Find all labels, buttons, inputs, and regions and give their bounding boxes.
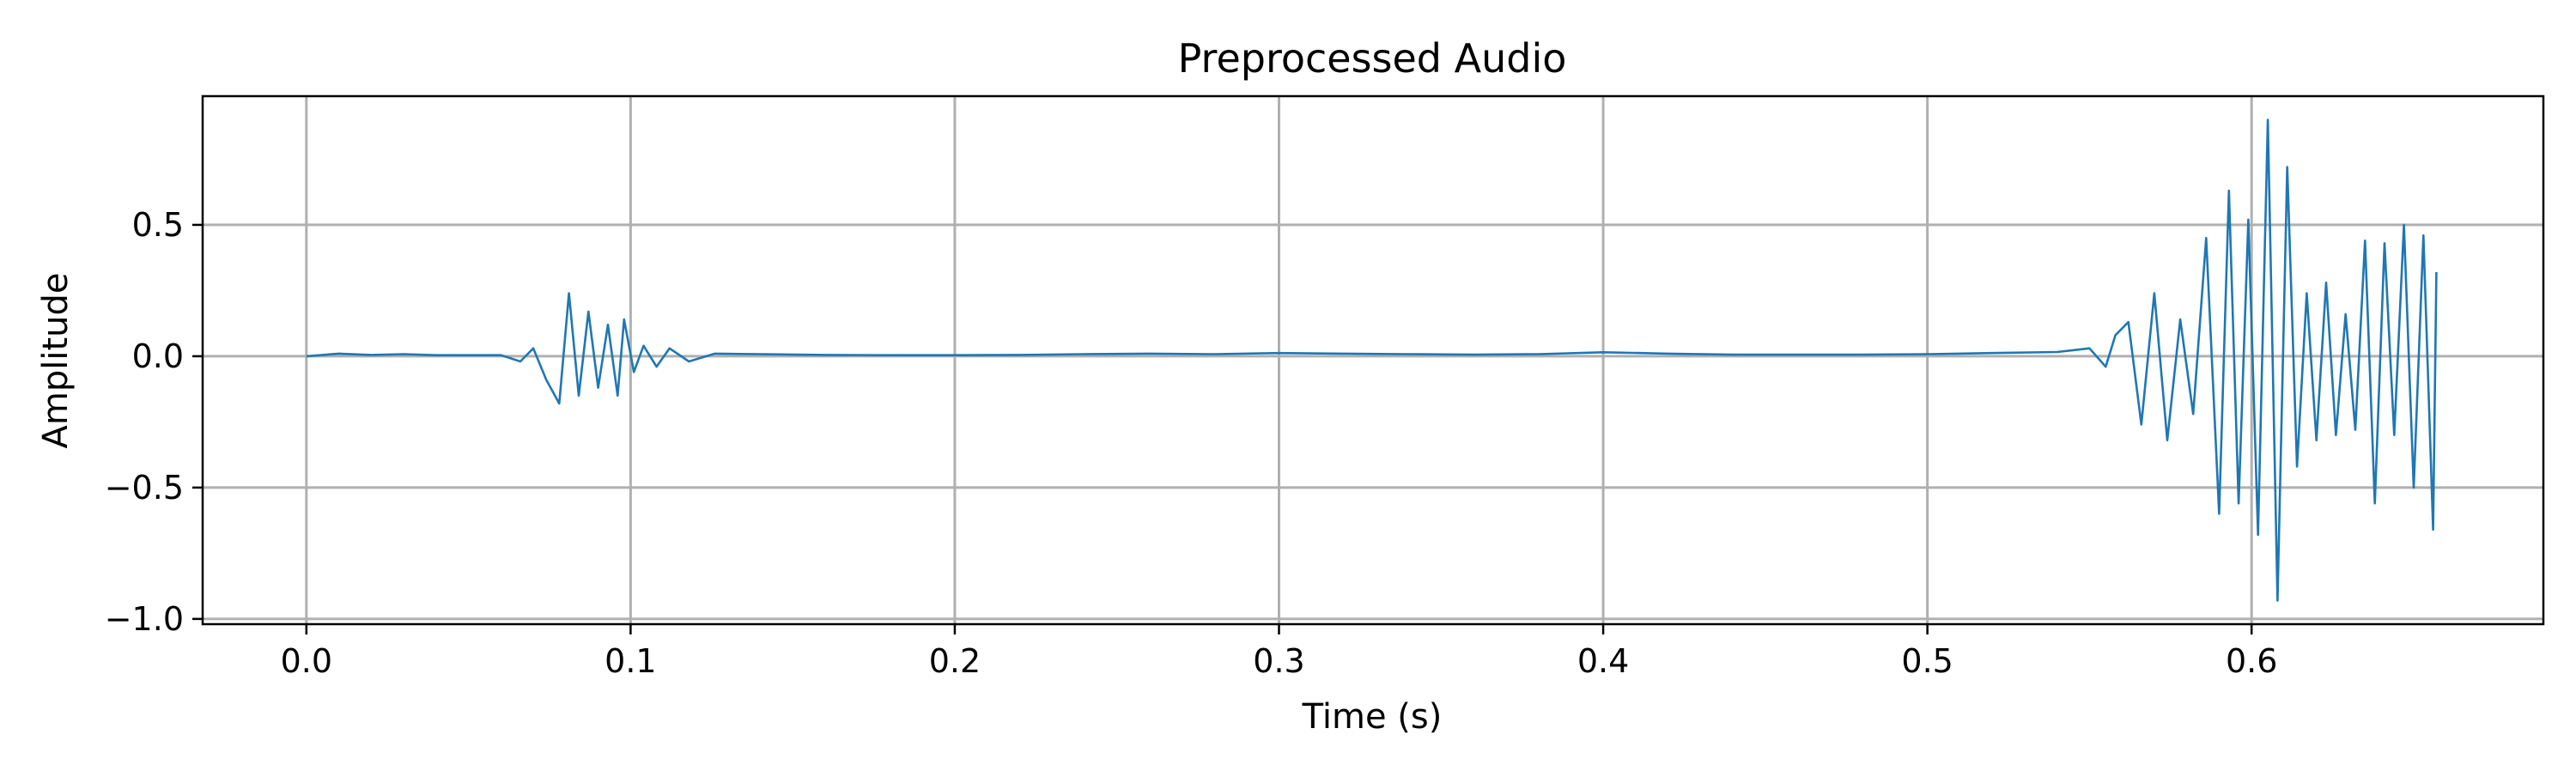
x-tick-label: 0.4 (1577, 642, 1629, 680)
x-tick-label: 0.6 (2226, 642, 2277, 680)
grid-layer (203, 96, 2543, 624)
x-tick-label: 0.1 (605, 642, 656, 680)
waveform-line (306, 118, 2438, 602)
y-tick-label: −0.5 (105, 469, 184, 507)
x-tick-label: 0.2 (929, 642, 981, 680)
plot-frame (201, 94, 2545, 626)
y-tick-label: 0.0 (132, 337, 184, 375)
chart-title: Preprocessed Audio (1178, 35, 1567, 82)
y-axis-label: Amplitude (36, 273, 76, 449)
x-tick-label: 0.3 (1253, 642, 1304, 680)
x-tick-label: 0.5 (1901, 642, 1953, 680)
y-tick-label: −1.0 (105, 600, 184, 638)
y-tick-label: 0.5 (132, 206, 184, 244)
x-axis-label: Time (s) (1302, 697, 1443, 737)
series-layer (306, 118, 2438, 602)
x-tick-label: 0.0 (281, 642, 332, 680)
ticks-layer: 0.0 0.1 0.2 0.3 0.4 0.5 0.6 0.5 0.0 −0.5 −1.0 (105, 206, 2278, 680)
